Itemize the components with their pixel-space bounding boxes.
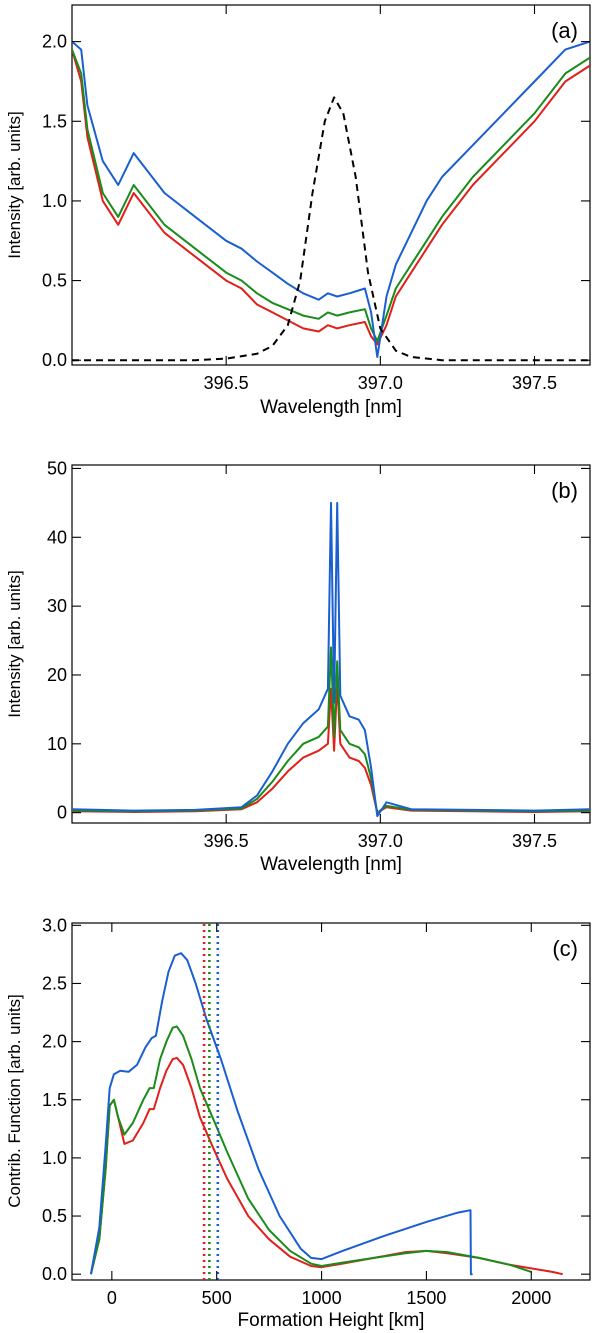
y-tick-label: 40	[47, 527, 67, 547]
y-tick-label: 1.0	[42, 1148, 67, 1168]
y-axis-label: Intensity [arb. units]	[5, 570, 24, 717]
series-line-3	[72, 501, 590, 818]
chart-panel-c: 0 500 1000 1500 2000 0.0 0.5 1.0 1.5 2.0 2.5 3.0 (c…	[5, 915, 591, 1331]
y-axis-label: Intensity [arb. units]	[5, 111, 24, 258]
series-line-1	[72, 680, 590, 814]
x-tick-label: 396.5	[204, 373, 249, 393]
x-axis-label: Formation Height [km]	[238, 1310, 425, 1331]
x-tick-label: 500	[202, 1288, 232, 1308]
y-tick-label: 1.0	[42, 191, 67, 211]
y-tick-label: 2.5	[42, 973, 67, 993]
x-tick-label: 397.0	[358, 831, 403, 851]
series-line-3	[89, 952, 473, 1276]
y-tick-label: 1.5	[42, 111, 67, 131]
series-line-2	[72, 646, 590, 814]
y-tick-label: 0.5	[42, 271, 67, 291]
x-tick-label: 0	[107, 1288, 117, 1308]
plot-frame	[71, 4, 591, 366]
panel-label: (b)	[551, 478, 578, 503]
y-tick-label: 0.0	[42, 1264, 67, 1284]
y-tick-label: 0.5	[42, 1206, 67, 1226]
x-tick-label: 1500	[406, 1288, 446, 1308]
series-line-2	[72, 49, 590, 343]
x-axis-label: Wavelength [nm]	[260, 854, 402, 875]
panel-label: (a)	[551, 18, 578, 43]
chart-panel-b: 396.5 397.0 397.5 0 10 20 30 40 50 (b) Wavelengt…	[5, 458, 591, 875]
y-tick-label: 20	[47, 665, 67, 685]
x-tick-label: 1000	[302, 1288, 342, 1308]
y-tick-label: 3.0	[42, 915, 67, 935]
plot-frame	[71, 922, 591, 1281]
chart-panel-a: 396.5 397.0 397.5 0.0 0.5 1.0 1.5 2.0 (a) Wavel…	[5, 4, 591, 418]
y-tick-label: 50	[47, 458, 67, 478]
x-tick-label: 397.5	[512, 373, 557, 393]
y-tick-label: 0.0	[42, 350, 67, 370]
series-line-1	[89, 1056, 563, 1276]
series-line-1	[72, 49, 590, 346]
x-axis-label: Wavelength [nm]	[260, 397, 402, 418]
x-tick-label: 397.0	[358, 373, 403, 393]
y-tick-label: 30	[47, 596, 67, 616]
plot-frame	[71, 464, 591, 824]
y-tick-label: 2.0	[42, 32, 67, 52]
series-line-2	[89, 1025, 532, 1275]
series-line-3	[72, 40, 590, 358]
panel-label: (c)	[552, 936, 578, 961]
y-tick-label: 1.5	[42, 1090, 67, 1110]
series-line-4	[72, 96, 590, 362]
x-tick-label: 396.5	[204, 831, 249, 851]
x-tick-label: 397.5	[512, 831, 557, 851]
y-tick-label: 0	[57, 803, 67, 823]
y-tick-label: 10	[47, 734, 67, 754]
y-axis-label: Contrib. Function [arb. units]	[5, 994, 24, 1208]
x-tick-label: 2000	[511, 1288, 551, 1308]
y-tick-label: 2.0	[42, 1032, 67, 1052]
